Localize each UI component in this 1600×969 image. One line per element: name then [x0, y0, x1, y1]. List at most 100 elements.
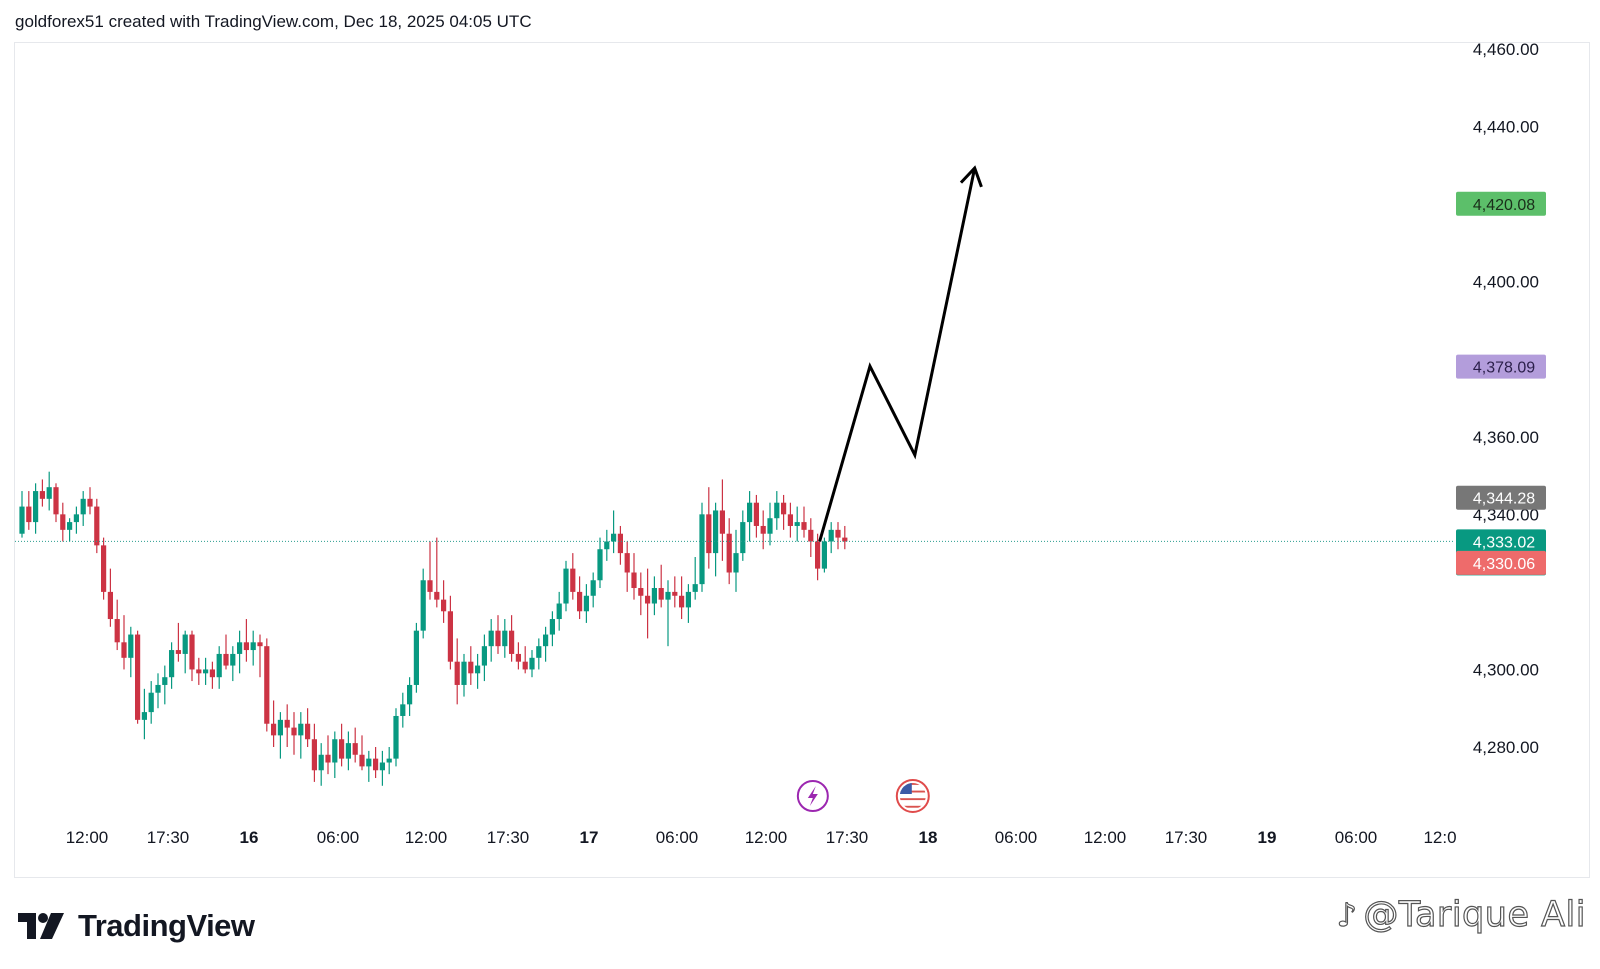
- candle: [73, 506, 79, 534]
- candle-body: [495, 630, 501, 647]
- candle-body: [26, 506, 32, 523]
- candle-body: [264, 646, 270, 724]
- candle-body: [257, 642, 263, 647]
- candle: [114, 599, 120, 651]
- candle-body: [400, 704, 406, 716]
- time-axis[interactable]: 12:00 17:30 16 06:00 12:00 17:30 17 06:00 12:00 1…: [66, 828, 1457, 847]
- candle-body: [624, 553, 630, 573]
- price-axis[interactable]: 4,460.00 4,440.00 4,400.00 4,360.00 4,340.00…: [1473, 40, 1539, 757]
- candle-body: [203, 669, 209, 674]
- tradingview-brand-text: TradingView: [78, 908, 255, 943]
- time-tick-label: 12:00: [1084, 828, 1127, 847]
- candle-body: [291, 727, 297, 736]
- candle-body: [570, 568, 576, 592]
- candle: [148, 681, 154, 724]
- candle: [243, 619, 249, 662]
- candle-body: [651, 588, 657, 604]
- candle: [665, 580, 671, 647]
- candle: [271, 700, 277, 747]
- candle: [495, 615, 501, 654]
- candle-body: [128, 634, 134, 658]
- projection-path[interactable]: [818, 167, 977, 542]
- candle: [522, 646, 528, 674]
- candle: [808, 518, 814, 557]
- candle-body: [645, 595, 651, 604]
- candle-body: [454, 661, 460, 685]
- candle-body: [549, 619, 555, 635]
- candle: [26, 491, 32, 530]
- badge-price-text: 4,378.09: [1473, 360, 1535, 377]
- candle-body: [556, 603, 562, 620]
- candle-body: [597, 549, 603, 581]
- candle: [101, 537, 107, 600]
- candle-body: [318, 754, 324, 771]
- candle: [407, 677, 413, 716]
- candle-body: [73, 514, 79, 523]
- candle: [237, 630, 243, 674]
- candle: [529, 650, 535, 678]
- us-flag-icon[interactable]: [895, 779, 930, 813]
- candle-body: [631, 572, 637, 589]
- candle: [67, 518, 73, 542]
- candle-body: [345, 743, 351, 759]
- candle-body: [420, 580, 426, 631]
- badge-price-text: 4,420.08: [1473, 197, 1535, 214]
- candle-body: [502, 630, 508, 647]
- candle: [821, 537, 827, 573]
- candle-body: [842, 537, 848, 542]
- candle: [366, 750, 372, 782]
- candle: [760, 510, 766, 550]
- projection-layer: [818, 165, 983, 542]
- candle: [753, 494, 759, 538]
- candle: [182, 630, 188, 674]
- candle: [509, 615, 515, 662]
- candle: [284, 704, 290, 747]
- candle-body: [529, 657, 535, 670]
- candle: [590, 572, 596, 608]
- candle-body: [658, 588, 664, 600]
- candle-body: [332, 739, 338, 763]
- candle: [454, 638, 460, 705]
- candle-body: [237, 642, 243, 654]
- candle-body: [298, 723, 304, 736]
- price-badge-green: 4,420.08: [1456, 191, 1546, 216]
- candle-body: [413, 630, 419, 685]
- candle-body: [107, 591, 113, 620]
- candle: [502, 619, 508, 658]
- candle: [434, 537, 440, 608]
- tradingview-logo[interactable]: TradingView: [18, 908, 255, 944]
- candle-body: [787, 514, 793, 526]
- price-tick-label: 4,440.00: [1473, 118, 1539, 137]
- time-tick-label: 18: [919, 828, 938, 847]
- candle: [645, 568, 651, 639]
- candle-body: [461, 661, 467, 685]
- candle-body: [155, 684, 161, 693]
- candle-body: [141, 712, 147, 720]
- candle-body: [515, 653, 521, 662]
- candle-body: [543, 634, 549, 647]
- candle: [617, 525, 623, 565]
- candle-body: [39, 491, 45, 499]
- price-badge-red: 4,330.06: [1456, 550, 1546, 575]
- price-tick-label: 4,400.00: [1473, 273, 1539, 292]
- lightning-icon[interactable]: [796, 780, 829, 812]
- candle-body: [216, 653, 222, 678]
- candle: [543, 626, 549, 662]
- candle: [774, 491, 780, 530]
- candle: [726, 518, 732, 585]
- candle-body: [726, 533, 732, 573]
- candle: [781, 494, 787, 530]
- candle-body: [386, 758, 392, 763]
- candle: [556, 591, 562, 631]
- time-tick-label: 17:30: [487, 828, 530, 847]
- price-badge-purple: 4,378.09: [1456, 354, 1546, 379]
- price-tick-label: 4,300.00: [1473, 660, 1539, 679]
- candle: [373, 747, 379, 779]
- candle-body: [189, 634, 195, 670]
- candle-body: [169, 650, 175, 678]
- candle: [488, 619, 494, 662]
- candle-body: [713, 510, 719, 554]
- candle: [257, 634, 263, 678]
- candle-layer: [19, 471, 848, 786]
